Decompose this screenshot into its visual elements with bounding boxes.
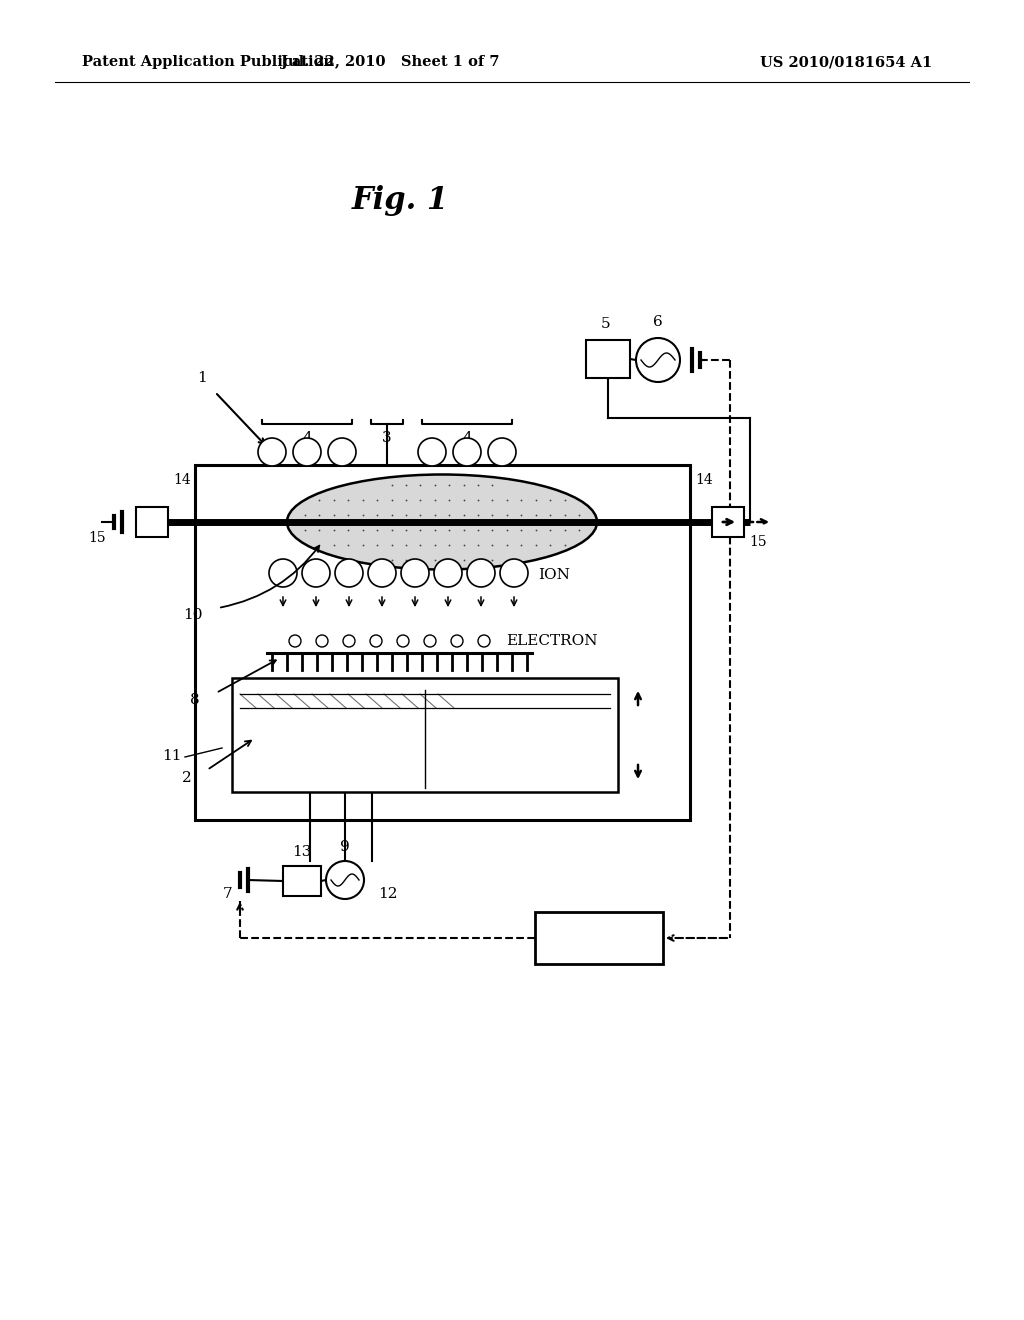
Text: 15: 15 (749, 535, 767, 549)
Text: Jul. 22, 2010   Sheet 1 of 7: Jul. 22, 2010 Sheet 1 of 7 (281, 55, 500, 69)
Text: 15: 15 (88, 531, 106, 545)
Circle shape (343, 635, 355, 647)
Ellipse shape (287, 474, 597, 569)
Circle shape (397, 635, 409, 647)
Bar (283, 866, 321, 896)
Text: 1: 1 (198, 371, 207, 385)
Circle shape (451, 635, 463, 647)
Text: 7: 7 (222, 887, 232, 902)
Circle shape (401, 558, 429, 587)
Circle shape (488, 438, 516, 466)
Circle shape (269, 558, 297, 587)
Circle shape (293, 438, 321, 466)
Text: 14: 14 (695, 473, 713, 487)
Text: ION: ION (538, 568, 570, 582)
Text: 8: 8 (190, 693, 200, 708)
Text: 4: 4 (302, 432, 312, 445)
Circle shape (453, 438, 481, 466)
Text: 2: 2 (182, 771, 193, 785)
Circle shape (370, 635, 382, 647)
Circle shape (500, 558, 528, 587)
Bar (195, 465, 690, 820)
Circle shape (335, 558, 362, 587)
Text: Fig. 1: Fig. 1 (351, 185, 449, 215)
Circle shape (478, 635, 490, 647)
Text: 14: 14 (173, 473, 191, 487)
Text: US 2010/0181654 A1: US 2010/0181654 A1 (760, 55, 932, 69)
Circle shape (368, 558, 396, 587)
Text: ELECTRON: ELECTRON (506, 634, 597, 648)
Text: 10: 10 (183, 609, 203, 622)
Circle shape (636, 338, 680, 381)
Text: Patent Application Publication: Patent Application Publication (82, 55, 334, 69)
Text: 16: 16 (587, 929, 611, 946)
Circle shape (418, 438, 446, 466)
Text: 6: 6 (653, 315, 663, 329)
Bar (535, 912, 663, 964)
Bar (232, 678, 618, 792)
Circle shape (302, 558, 330, 587)
Bar (712, 507, 744, 537)
Circle shape (316, 635, 328, 647)
Circle shape (424, 635, 436, 647)
Circle shape (258, 438, 286, 466)
Text: 9: 9 (340, 840, 350, 854)
Text: 3: 3 (382, 432, 392, 445)
Bar (586, 341, 630, 378)
Circle shape (326, 861, 364, 899)
Text: 13: 13 (292, 845, 311, 859)
Circle shape (467, 558, 495, 587)
Text: 5: 5 (601, 317, 610, 331)
Text: 4: 4 (462, 432, 472, 445)
Text: 11: 11 (163, 748, 182, 763)
Bar (136, 507, 168, 537)
Circle shape (289, 635, 301, 647)
Circle shape (434, 558, 462, 587)
Circle shape (328, 438, 356, 466)
Text: 12: 12 (378, 887, 397, 902)
